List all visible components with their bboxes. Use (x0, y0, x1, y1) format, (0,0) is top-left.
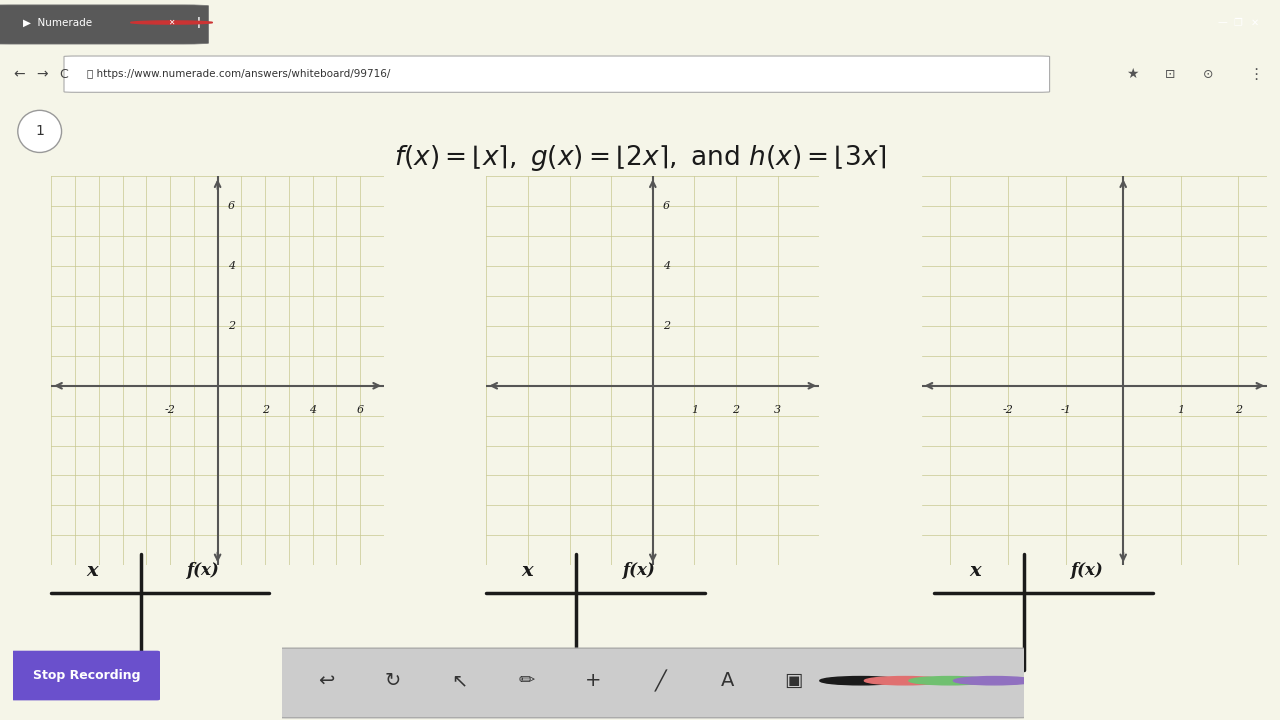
Text: f(x): f(x) (622, 562, 655, 579)
Circle shape (864, 677, 946, 685)
Text: ▣: ▣ (785, 671, 803, 690)
Text: —: — (1217, 17, 1228, 27)
Text: $f(x) = \lfloor x \rceil,\ g(x) = \lfloor 2x \rceil,\ \mathrm{and}\ h(x) = \lflo: $f(x) = \lfloor x \rceil,\ g(x) = \lfloo… (394, 143, 886, 174)
Text: C: C (59, 68, 68, 81)
Text: +: + (192, 14, 205, 32)
Text: ↻: ↻ (385, 671, 401, 690)
FancyBboxPatch shape (0, 5, 209, 44)
Text: 1: 1 (1178, 405, 1184, 415)
Text: 2: 2 (1235, 405, 1242, 415)
Text: 4: 4 (663, 261, 669, 271)
Text: ⋮: ⋮ (1248, 67, 1263, 81)
Text: ▶  Numerade: ▶ Numerade (23, 17, 92, 27)
Text: 🔒 https://www.numerade.com/answers/whiteboard/99716/: 🔒 https://www.numerade.com/answers/white… (87, 69, 390, 79)
Text: Stop Recording: Stop Recording (33, 668, 140, 682)
Text: -1: -1 (1060, 405, 1071, 415)
Text: ✕: ✕ (169, 18, 174, 27)
Text: ⊙: ⊙ (1203, 68, 1213, 81)
Text: ↩: ↩ (317, 671, 334, 690)
Text: f(x): f(x) (187, 562, 220, 579)
Text: -2: -2 (1002, 405, 1014, 415)
Text: ✕: ✕ (1251, 17, 1258, 27)
Text: -2: -2 (165, 405, 175, 415)
Text: →: → (36, 67, 47, 81)
Text: 4: 4 (310, 405, 316, 415)
Text: f(x): f(x) (1070, 562, 1103, 579)
Text: x: x (969, 562, 980, 580)
Text: x: x (86, 562, 97, 580)
Text: A: A (721, 671, 733, 690)
Text: ❐: ❐ (1234, 17, 1242, 27)
Text: 6: 6 (357, 405, 364, 415)
Text: x: x (521, 562, 532, 580)
FancyBboxPatch shape (12, 651, 160, 701)
Text: ★: ★ (1126, 67, 1139, 81)
Text: 3: 3 (774, 405, 781, 415)
FancyBboxPatch shape (64, 56, 1050, 92)
Text: 4: 4 (228, 261, 234, 271)
Text: 2: 2 (228, 321, 234, 331)
Text: ✏: ✏ (518, 671, 535, 690)
Circle shape (819, 677, 901, 685)
Text: 1: 1 (36, 125, 44, 138)
Circle shape (131, 21, 212, 24)
Circle shape (954, 677, 1036, 685)
Text: 2: 2 (261, 405, 269, 415)
Text: ↖: ↖ (452, 671, 468, 690)
Text: 2: 2 (663, 321, 669, 331)
Circle shape (18, 110, 61, 153)
Text: ←: ← (13, 67, 24, 81)
Text: 2: 2 (732, 405, 740, 415)
Text: +: + (585, 671, 602, 690)
Text: 6: 6 (228, 202, 234, 211)
Text: 1: 1 (691, 405, 698, 415)
FancyBboxPatch shape (270, 648, 1032, 718)
Text: 6: 6 (663, 202, 669, 211)
Text: ╱: ╱ (654, 670, 666, 692)
Text: ⊡: ⊡ (1165, 68, 1175, 81)
Circle shape (909, 677, 991, 685)
